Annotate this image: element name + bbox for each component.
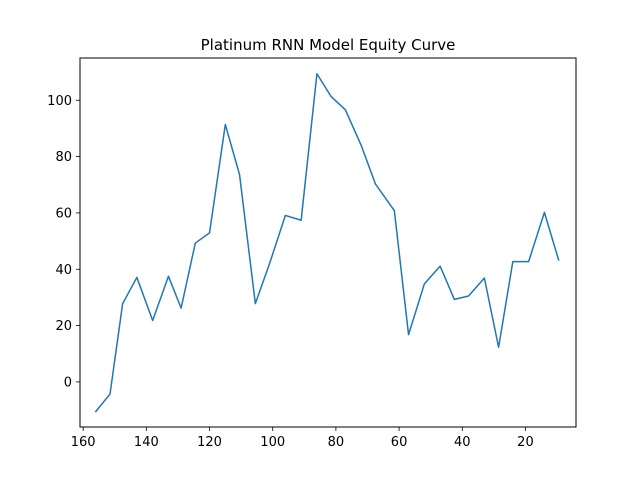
x-tick-label: 160 <box>71 435 96 450</box>
x-tick-label: 20 <box>517 435 534 450</box>
chart-title: Platinum RNN Model Equity Curve <box>201 36 456 54</box>
series-layer <box>94 73 560 413</box>
y-tick-label: 20 <box>55 319 72 334</box>
y-axis: 0 20 40 60 80 100 <box>47 94 80 390</box>
x-tick-label: 40 <box>454 435 471 450</box>
y-tick-label: 40 <box>55 263 72 278</box>
plot-frame <box>79 57 577 428</box>
x-tick-label: 100 <box>260 435 285 450</box>
series-line-0 <box>94 73 560 413</box>
x-axis: 160 140 120 100 80 60 40 20 <box>71 427 534 450</box>
x-tick-label: 60 <box>391 435 408 450</box>
y-tick-label: 80 <box>55 150 72 165</box>
x-tick-label: 80 <box>328 435 345 450</box>
y-tick-label: 0 <box>64 375 72 390</box>
x-tick-label: 140 <box>134 435 159 450</box>
x-tick-label: 120 <box>197 435 222 450</box>
y-tick-label: 60 <box>55 206 72 221</box>
y-tick-label: 100 <box>47 94 72 109</box>
